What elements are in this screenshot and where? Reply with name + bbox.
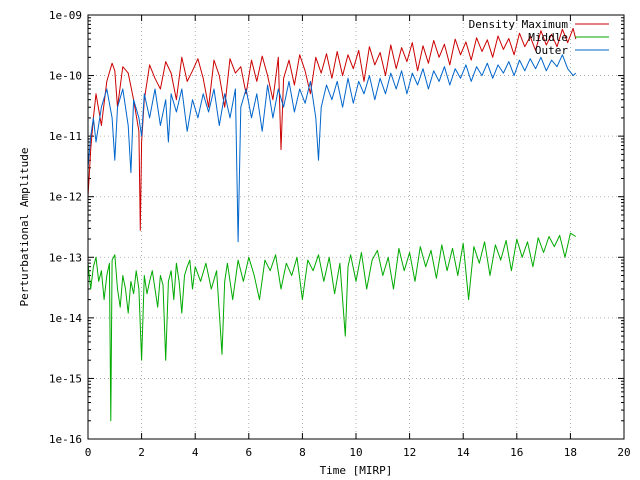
x-tick-label: 2 [138,446,145,459]
grid [88,15,624,439]
plot-frame [87,14,625,440]
series-line-middle [87,232,577,422]
y-tick-label: 1e-16 [49,433,82,446]
axis-ticks: 0 2 4 6 8 10 12 14 16 18 20 1e-16 1e-15 1e-14 1e-13 1e-… [49,9,631,459]
x-tick-label: 4 [192,446,199,459]
series-line-density-maximum [87,27,577,231]
plot-series [87,27,577,422]
series-line-outer [87,54,577,243]
x-tick-label: 10 [349,446,362,459]
x-tick-label: 0 [85,446,92,459]
y-tick-label: 1e-09 [49,9,82,22]
x-tick-label: 20 [617,446,630,459]
x-tick-label: 18 [564,446,577,459]
x-tick-label: 14 [457,446,471,459]
y-tick-label: 1e-12 [49,191,82,204]
x-tick-label: 12 [403,446,416,459]
y-axis-label: Perturbational Amplitude [18,148,31,307]
x-tick-label: 8 [299,446,306,459]
y-tick-label: 1e-11 [49,130,82,143]
legend-label: Density Maximum [469,18,569,31]
y-tick-label: 1e-15 [49,372,82,385]
y-tick-label: 1e-10 [49,70,82,83]
legend-label: Middle [528,31,568,44]
y-tick-label: 1e-13 [49,251,82,264]
x-axis-label: Time [MIRP] [320,464,393,477]
legend-label: Outer [535,44,568,57]
x-tick-label: 16 [510,446,523,459]
x-tick-label: 6 [245,446,252,459]
y-tick-label: 1e-14 [49,312,82,325]
